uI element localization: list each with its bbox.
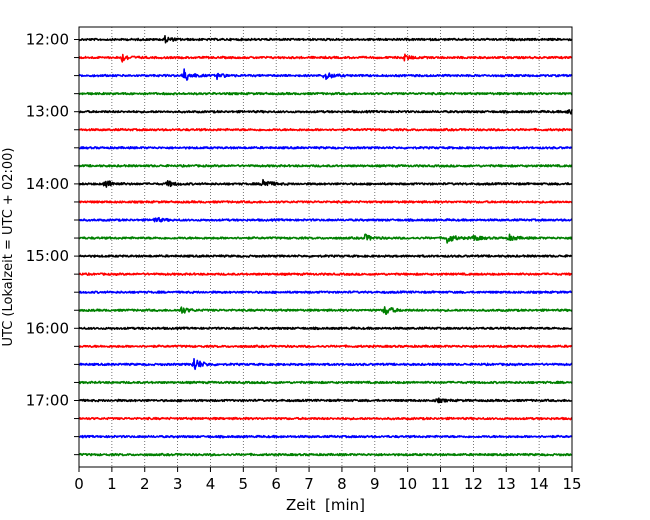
seismogram-trace: [78, 35, 573, 44]
seismogram-trace: [78, 233, 573, 244]
x-tick-label: 11: [431, 475, 450, 493]
seismogram-trace: [78, 178, 573, 188]
seismogram-trace: [78, 358, 573, 371]
x-tick-label: 1: [107, 475, 117, 493]
seismogram-trace: [78, 290, 573, 295]
seismogram-trace: [78, 306, 573, 315]
y-axis-label: UTC (Lokalzeit = UTC + 02:00): [1, 148, 16, 347]
seismogram-trace: [78, 397, 573, 404]
y-tick-layer: 12:00 13:00 14:00 15:00 16:00 17:00: [26, 31, 79, 456]
seismogram-trace: [78, 434, 573, 439]
seismogram-trace: [78, 145, 573, 150]
seismogram-trace: [78, 68, 573, 81]
seismogram-trace: [78, 53, 573, 63]
y-tick-label: 12:00: [26, 31, 69, 49]
plot-frame: [78, 26, 573, 468]
seismogram-trace: [78, 380, 573, 385]
seismogram-trace: [78, 127, 573, 132]
seismogram-trace: [78, 216, 573, 223]
x-tick-label: 6: [271, 475, 281, 493]
seismogram-trace: [78, 416, 573, 421]
seismogram-trace: [78, 344, 573, 349]
x-tick-label: 8: [337, 475, 347, 493]
x-tick-label: 3: [173, 475, 183, 493]
seismogram-trace: [78, 452, 573, 457]
x-tick-label: 2: [140, 475, 150, 493]
seismogram-trace: [78, 91, 573, 96]
seismogram-trace: [78, 272, 573, 276]
y-tick-label: 13:00: [26, 103, 69, 121]
x-tick-label: 5: [239, 475, 249, 493]
y-tick-label: 15:00: [26, 247, 69, 265]
trace-layer: [78, 35, 573, 457]
x-tick-label: 0: [74, 475, 84, 493]
grid-layer: [111, 27, 540, 467]
x-tick-label: 10: [398, 475, 417, 493]
y-tick-label: 17:00: [26, 392, 69, 410]
x-axis-label: Zeit [min]: [286, 496, 365, 514]
seismogram-trace: [78, 164, 573, 168]
seismogram-trace: [78, 326, 573, 331]
seismogram-trace: [78, 109, 573, 115]
y-tick-label: 14:00: [26, 175, 69, 193]
x-tick-label: 14: [530, 475, 549, 493]
y-tick-label: 16:00: [26, 319, 69, 337]
x-tick-layer: 0 1 2 3 4 5 6 7 8 9 10 11 12 13 14 15: [74, 467, 582, 493]
x-tick-label: 9: [370, 475, 380, 493]
seismogram-trace: [78, 200, 573, 204]
seismogram-trace: [78, 254, 573, 258]
x-tick-label: 12: [464, 475, 483, 493]
x-tick-label: 15: [562, 475, 581, 493]
x-tick-label: 7: [304, 475, 314, 493]
x-tick-label: 4: [206, 475, 216, 493]
x-tick-label: 13: [497, 475, 516, 493]
